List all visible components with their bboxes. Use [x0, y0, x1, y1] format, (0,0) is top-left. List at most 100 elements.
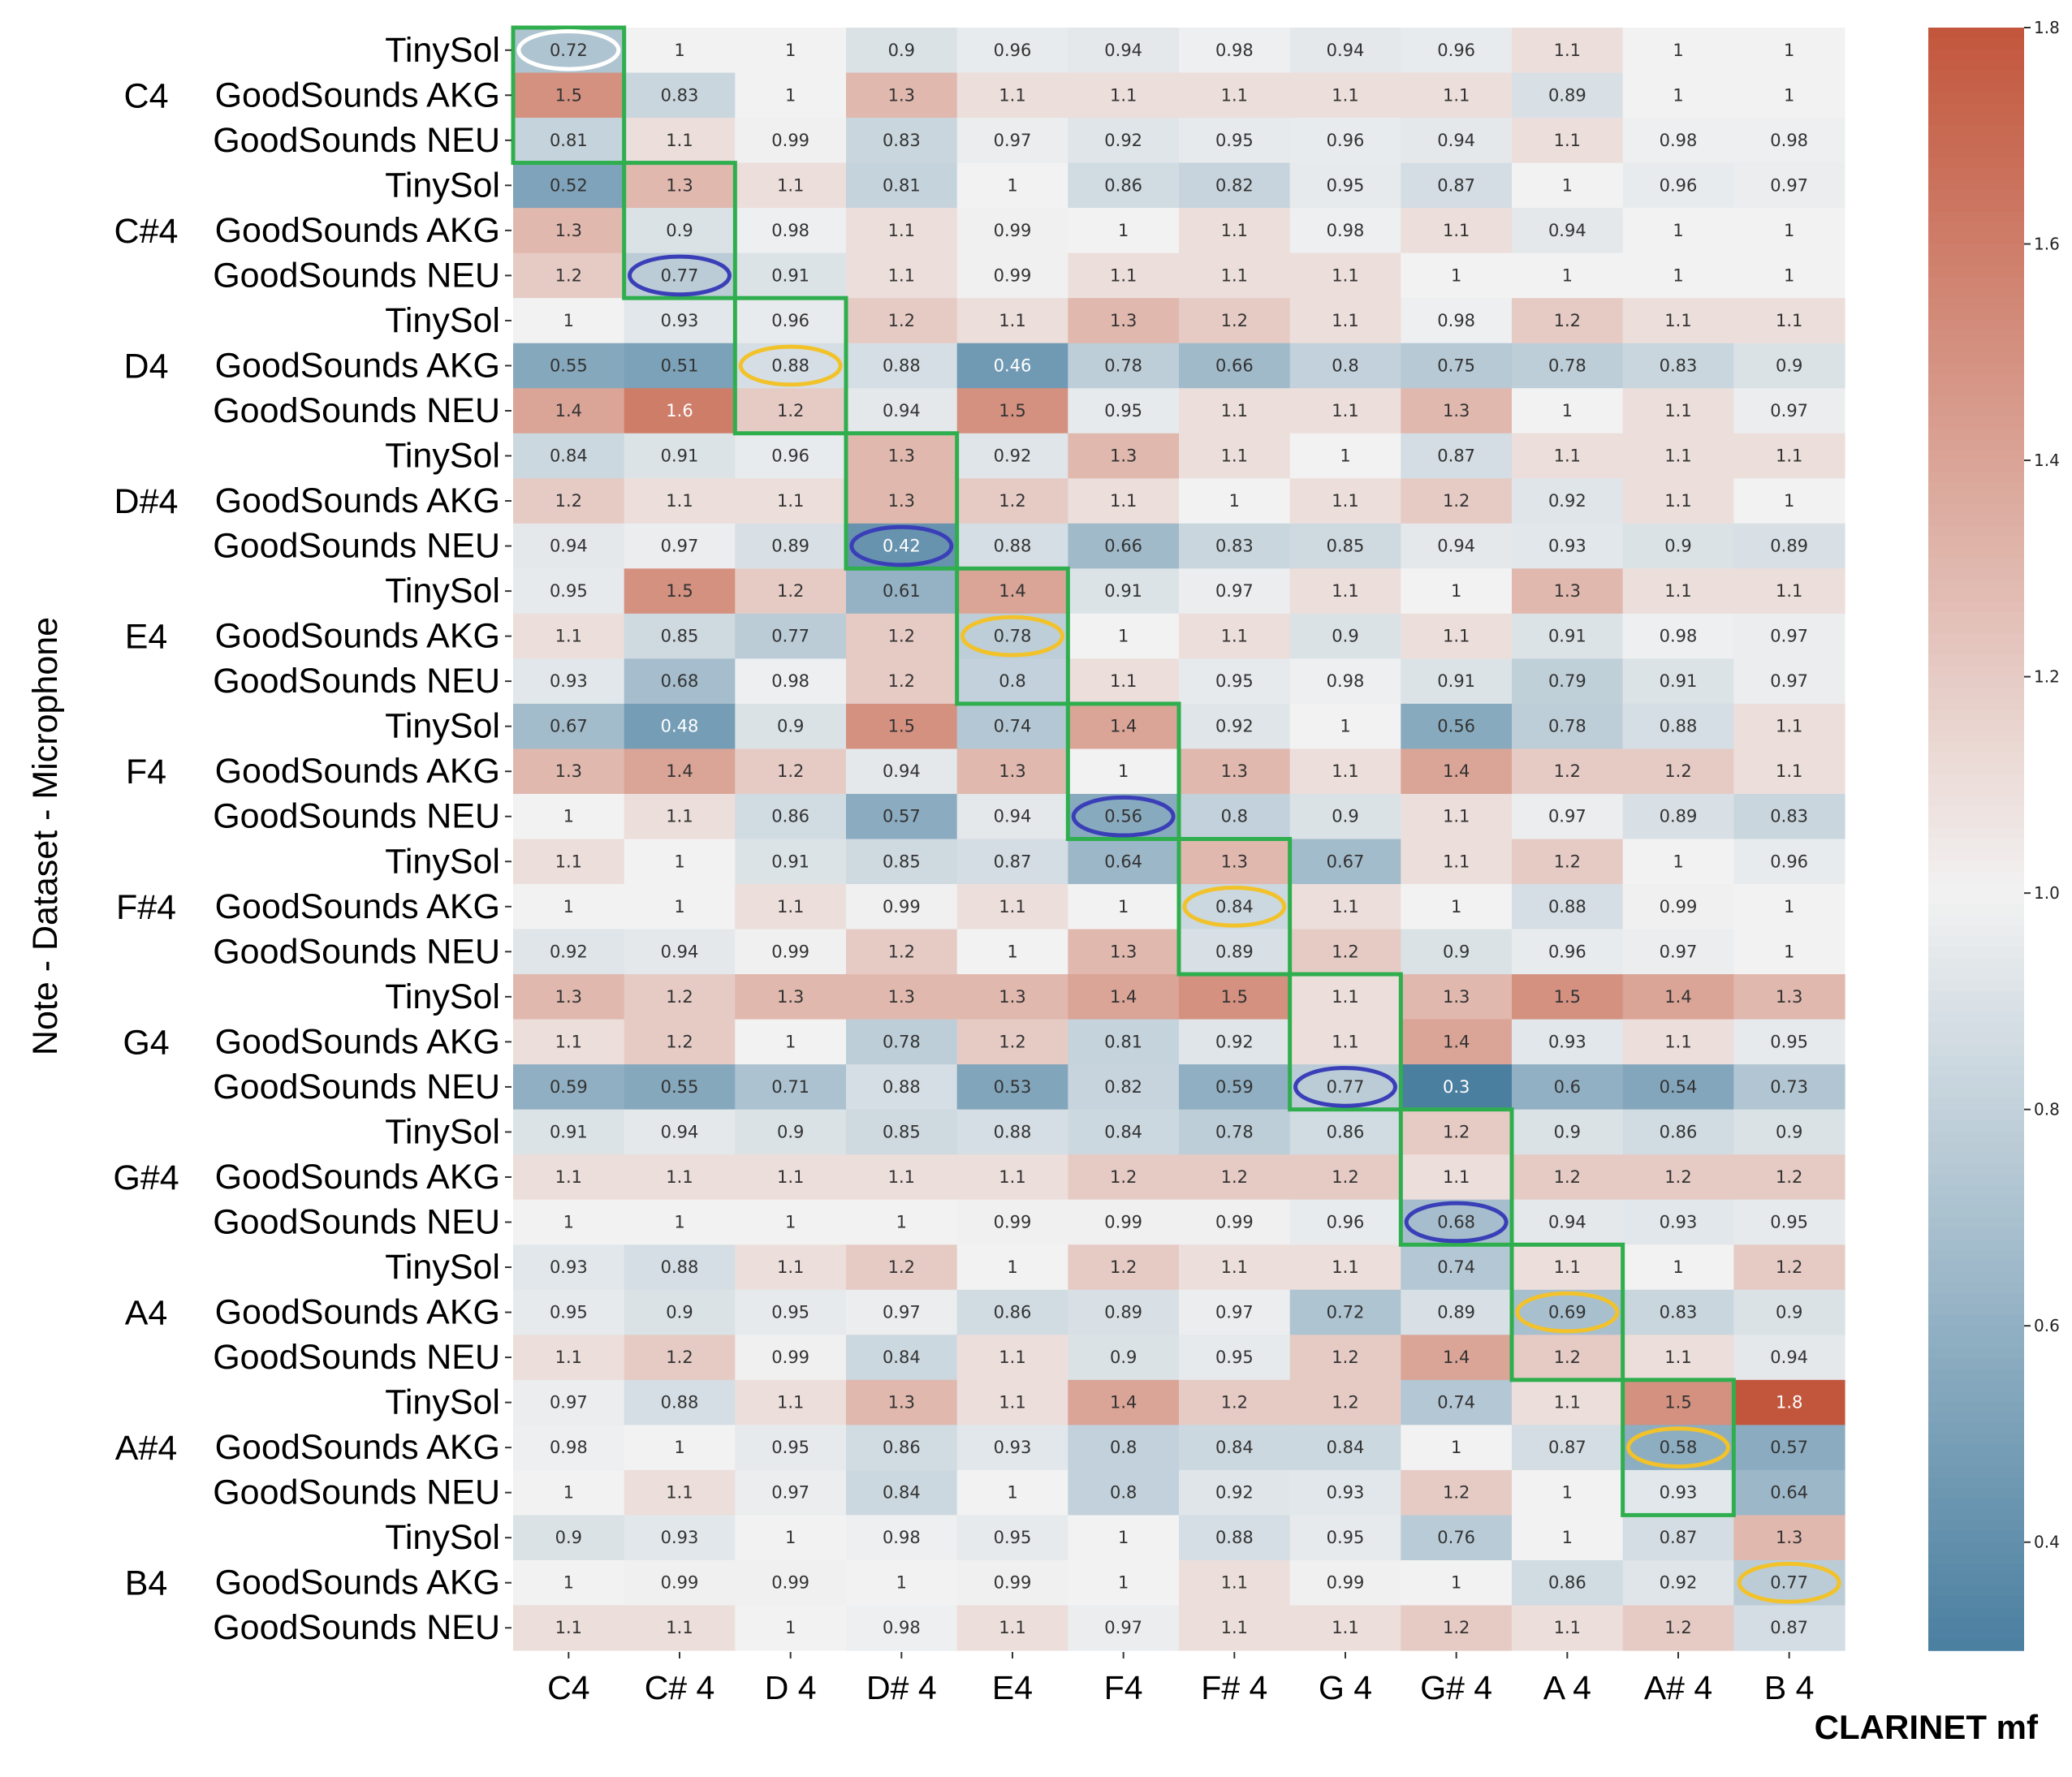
colorbar-segment — [1928, 1033, 2024, 1046]
cell-value-label: 1 — [1673, 221, 1683, 240]
highlight-box — [1509, 1242, 1625, 1382]
heatmap-cell — [1068, 1515, 1180, 1561]
cell-value-label: 0.8 — [999, 671, 1025, 691]
heatmap-cell — [1622, 478, 1734, 524]
heatmap-cell — [735, 929, 847, 975]
cell-value-label: 0.86 — [1660, 1122, 1698, 1141]
heatmap-cell — [846, 162, 958, 209]
heatmap-cell — [1289, 388, 1401, 434]
cell-value-label: 0.84 — [1327, 1438, 1365, 1457]
cell-value-label: 1 — [1784, 41, 1794, 60]
heatmap-cell — [846, 1515, 958, 1561]
colorbar-segment — [1928, 1088, 2024, 1100]
heatmap-cell — [956, 1289, 1068, 1335]
heatmap-cell — [1733, 1515, 1845, 1561]
heatmap-cell — [1179, 613, 1291, 659]
cell-value-label: 1.1 — [1443, 85, 1470, 105]
heatmap-cell — [1733, 162, 1845, 209]
cell-value-label: 1.2 — [1554, 852, 1581, 871]
colorbar-segment — [1928, 1109, 2024, 1121]
cell-value-label: 0.84 — [1215, 1438, 1254, 1457]
heatmap-cell — [846, 433, 958, 479]
cell-value-label: 0.87 — [1437, 175, 1475, 195]
cell-value-label: 0.92 — [1104, 131, 1142, 150]
heatmap-cell — [735, 658, 847, 705]
cell-value-label: 0.98 — [1660, 131, 1698, 150]
heatmap-cell — [1622, 1289, 1734, 1335]
heatmap-cell — [1733, 1379, 1845, 1425]
heatmap-cell — [735, 208, 847, 254]
colorbar-segment — [1928, 1434, 2024, 1446]
cell-value-label: 0.9 — [777, 717, 804, 736]
cell-value-label: 0.56 — [1437, 717, 1475, 736]
heatmap-cell — [1512, 839, 1624, 885]
colorbar-segment — [1928, 1206, 2024, 1218]
colorbar-segment — [1928, 654, 2024, 667]
cell-value-label: 1.1 — [666, 1618, 693, 1637]
cell-value-label: 1 — [1784, 491, 1794, 511]
heatmap-cell — [1622, 1199, 1734, 1245]
heatmap-cell — [1733, 703, 1845, 750]
cell-value-label: 1.2 — [777, 401, 804, 421]
column-label: E4 — [992, 1669, 1033, 1706]
cell-value-label: 0.88 — [1548, 897, 1586, 917]
column-label: A# 4 — [1644, 1669, 1712, 1706]
heatmap-cell — [956, 1019, 1068, 1065]
heatmap-cell — [1289, 298, 1401, 344]
cell-value-label: 1.1 — [1776, 581, 1802, 601]
cell-value-label: 0.42 — [883, 537, 921, 556]
cell-value-label: 1.1 — [777, 491, 804, 511]
note-label: C#4 — [114, 212, 179, 251]
colorbar-segment — [1928, 28, 2024, 40]
cell-value-label: 1 — [785, 1212, 796, 1231]
cell-value-label: 1.1 — [999, 85, 1025, 105]
cell-value-label: 0.99 — [994, 1212, 1032, 1231]
colorbar-segment — [1928, 698, 2024, 710]
heatmap-cell — [956, 72, 1068, 119]
cell-value-label: 1.1 — [1221, 221, 1248, 240]
colorbar-segment — [1928, 1076, 2024, 1089]
heatmap-cell — [735, 1289, 847, 1335]
heatmap-cell — [1401, 1109, 1513, 1155]
cell-value-label: 0.98 — [1660, 627, 1698, 646]
cell-value-label: 1.2 — [1443, 1122, 1470, 1141]
cell-value-label: 1.5 — [1664, 1393, 1691, 1413]
cell-value-label: 0.87 — [1437, 446, 1475, 466]
heatmap-cell — [1733, 343, 1845, 389]
colorbar-segment — [1928, 1488, 2024, 1500]
cell-value-label: 0.46 — [994, 356, 1032, 375]
heatmap-cell — [513, 388, 625, 434]
cell-value-label: 0.55 — [550, 356, 588, 375]
heatmap-cell — [735, 613, 847, 659]
colorbar-segment — [1928, 1531, 2024, 1543]
heatmap-cell — [1622, 703, 1734, 750]
cell-value-label: 1.5 — [888, 717, 915, 736]
colorbar-segment — [1928, 1055, 2024, 1067]
cell-value-label: 0.88 — [771, 356, 809, 375]
colorbar-segment — [1928, 373, 2024, 386]
heatmap-cell — [1068, 1425, 1180, 1471]
cell-value-label: 0.93 — [1660, 1483, 1698, 1503]
cell-value-label: 1.1 — [777, 1393, 804, 1413]
colorbar-segment — [1928, 936, 2024, 948]
cell-value-label: 0.93 — [550, 671, 588, 691]
heatmap-cell — [1179, 478, 1291, 524]
cell-value-label: 1.5 — [1554, 987, 1581, 1007]
cell-value-label: 1 — [674, 852, 684, 871]
colorbar-tick-label: 1.2 — [2034, 667, 2060, 687]
cell-value-label: 1.1 — [1554, 446, 1581, 466]
heatmap-cell — [846, 703, 958, 750]
cell-value-label: 0.86 — [771, 807, 809, 826]
heatmap-cell — [513, 748, 625, 795]
heatmap-cell — [735, 523, 847, 569]
cell-value-label: 1.4 — [1110, 717, 1137, 736]
cell-value-label: 1 — [1784, 897, 1794, 917]
cell-value-label: 1.2 — [1664, 761, 1691, 781]
heatmap-cell — [1512, 208, 1624, 254]
heatmap-cell — [1068, 343, 1180, 389]
highlight-circle — [1293, 1066, 1397, 1108]
note-label: F#4 — [116, 888, 176, 927]
cell-value-label: 0.81 — [883, 175, 921, 195]
cell-value-label: 0.88 — [994, 1122, 1032, 1141]
cell-value-label: 0.78 — [1104, 356, 1142, 375]
